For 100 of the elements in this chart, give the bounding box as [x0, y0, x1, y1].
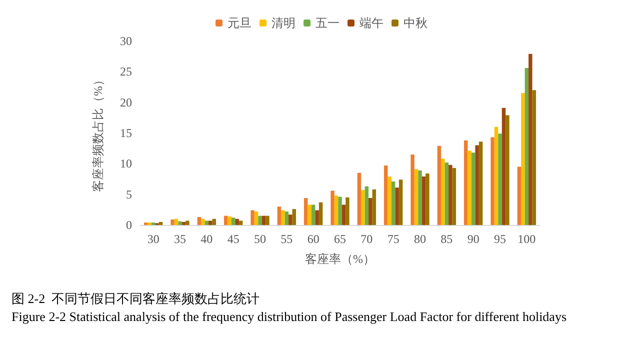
bar [532, 90, 536, 225]
bar [330, 190, 334, 225]
x-tick-label: 60 [307, 232, 320, 246]
bar [342, 204, 346, 225]
bar [170, 219, 174, 225]
bar [372, 189, 376, 225]
bar [266, 216, 270, 225]
x-tick-label: 55 [280, 232, 293, 246]
bar [304, 198, 308, 225]
bar [182, 222, 186, 225]
bar [364, 186, 369, 225]
bar [228, 216, 232, 225]
x-tick-label: 80 [414, 232, 426, 246]
bar [254, 212, 258, 225]
bar [238, 220, 243, 225]
bar [528, 54, 532, 225]
x-tick-label: 95 [494, 232, 506, 246]
x-tick-label: 75 [387, 232, 400, 246]
legend-label: 端午 [360, 16, 384, 30]
y-axis-title: 客座率频数占比（%） [91, 74, 105, 192]
legend-label: 清明 [272, 16, 296, 30]
bar [521, 93, 525, 225]
x-tick-label: 30 [147, 232, 160, 246]
bar [464, 140, 468, 225]
y-tick-label: 10 [120, 156, 132, 171]
bar [498, 134, 502, 225]
bar [250, 210, 254, 225]
bar [448, 164, 452, 225]
x-tick-label: 35 [174, 232, 186, 246]
bar [212, 218, 216, 225]
bar [292, 209, 296, 225]
caption: Figure 2-2 Statistical analysis of the frequency distribution of Passenger Load Factor for different holidays [12, 309, 567, 324]
caption: 图 2-2 不同节假日不同客座率频数占比统计 [12, 291, 260, 306]
bar [281, 210, 285, 225]
bar [258, 216, 262, 225]
x-tick-label: 40 [200, 232, 213, 246]
bar [277, 206, 282, 225]
bar [410, 154, 414, 225]
bar [178, 221, 182, 225]
bar [346, 197, 350, 225]
bar [204, 220, 209, 225]
bar [391, 181, 396, 225]
bar [311, 204, 316, 225]
bar [368, 198, 372, 225]
y-tick-label: 25 [120, 64, 132, 79]
x-tick-label: 90 [467, 232, 480, 246]
bar [502, 108, 506, 225]
bar [494, 126, 498, 225]
bar [158, 222, 163, 225]
bar [426, 173, 430, 225]
bar [201, 218, 205, 225]
bar [384, 166, 388, 225]
bar [490, 137, 494, 225]
bar [262, 216, 266, 225]
bar [452, 168, 456, 225]
bar [361, 190, 365, 225]
x-axis-title: 客座率（%） [305, 252, 375, 266]
bar [475, 145, 479, 225]
bar [471, 152, 476, 225]
x-tick-label: 70 [360, 232, 373, 246]
bar [437, 146, 442, 225]
bar [224, 216, 228, 225]
bar [444, 162, 449, 225]
legend-label: 中秋 [404, 16, 428, 30]
bar [517, 166, 522, 225]
bar [414, 169, 418, 225]
bar [338, 196, 342, 225]
bar [468, 150, 472, 225]
y-tick-label: 0 [126, 218, 132, 232]
x-tick-label: 65 [334, 232, 346, 246]
bar [318, 202, 323, 225]
y-tick-label: 15 [120, 126, 132, 140]
y-tick-label: 20 [120, 95, 132, 110]
bar [398, 180, 403, 225]
bar [235, 218, 239, 225]
y-tick-label: 30 [120, 34, 132, 48]
bar [284, 212, 289, 225]
bar [208, 220, 212, 225]
bar [357, 172, 362, 225]
bar [478, 142, 483, 225]
x-tick-label: 100 [518, 232, 536, 246]
bar [186, 220, 190, 225]
bar [524, 68, 529, 225]
legend-label: 五一 [316, 16, 340, 30]
x-tick-label: 85 [440, 232, 453, 246]
bar [418, 170, 422, 225]
bar [197, 217, 202, 225]
x-tick-label: 45 [227, 232, 240, 246]
bar [334, 196, 338, 225]
bar [288, 214, 292, 225]
bar [422, 176, 426, 225]
y-tick-label: 5 [126, 187, 132, 202]
bar [395, 188, 399, 225]
bar [231, 218, 236, 225]
bar [174, 218, 178, 225]
bar [308, 204, 312, 225]
x-tick-label: 50 [254, 232, 266, 246]
bar [506, 115, 510, 225]
bar [388, 176, 392, 225]
bar [441, 158, 445, 225]
